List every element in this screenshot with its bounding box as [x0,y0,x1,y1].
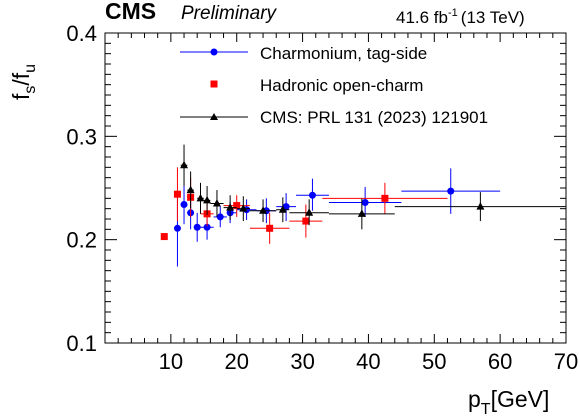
data-point [186,185,195,194]
legend-marker-hadronic [210,80,218,88]
legend-label-prl: CMS: PRL 131 (2023) 121901 [260,108,488,127]
luminosity-label: 41.6 fb-1 (13 TeV) [396,7,525,27]
y-tick-label: 0.3 [66,124,97,149]
data-point [361,198,369,206]
legend-label-charmonium: Charmonium, tag-side [260,44,427,63]
data-point [447,187,455,195]
data-point [266,224,274,232]
data-point [278,205,287,213]
series-2 [180,144,566,230]
data-point [180,160,189,169]
data-point [216,213,224,221]
x-tick-label: 40 [356,349,380,374]
data-point [239,204,248,212]
x-title-sub: T [481,401,491,418]
data-point [173,224,181,232]
data-point [302,217,310,225]
data-point [308,191,316,199]
data-point [173,190,181,198]
energy-value: (13 TeV) [461,8,525,27]
y-tick-label: 0.2 [66,228,97,253]
experiment-label: CMS [105,0,156,24]
data-point [305,208,314,216]
series-0 [173,168,501,267]
data-point [180,201,188,209]
data-point [203,223,211,231]
x-tick-label: 60 [488,349,512,374]
x-axis-title: pT[GeV] [468,386,549,418]
y-title-a: f [8,93,34,100]
y-title-b-sub: u [22,64,39,73]
legend-marker-charmonium [210,48,218,56]
x-title-main: p [468,386,481,412]
legend-marker-prl [210,113,218,120]
x-tick-label: 10 [159,349,183,374]
legend-label-hadronic: Hadronic open-charm [260,76,423,95]
x-tick-label: 20 [224,349,248,374]
plot-area [160,144,566,267]
y-axis-title: fs/fu [8,64,39,100]
data-point [357,209,366,217]
y-title-a-sub: s [22,86,39,94]
axes: 10 20 30 40 50 60 70 0.1 0.2 0.3 0.4 [66,21,578,374]
legend: Charmonium, tag-side Hadronic open-charm… [180,44,488,127]
x-tick-label: 30 [290,349,314,374]
data-point [381,194,389,202]
x-tick-label: 70 [554,349,578,374]
data-point [259,206,268,214]
y-tick-label: 0.1 [66,331,97,356]
y-title-slash: /f [8,72,34,85]
data-point [476,202,485,210]
data-point [233,202,241,210]
series-1 [160,167,448,244]
data-point [196,193,205,202]
data-point [160,233,168,241]
data-point [212,199,221,207]
data-point [226,203,235,211]
status-label: Preliminary [181,3,278,24]
x-title-unit: [GeV] [491,386,550,412]
y-tick-label: 0.4 [66,21,97,46]
data-point [203,195,212,204]
lumi-value: 41.6 fb [396,8,448,27]
lumi-exponent: -1 [448,7,458,19]
data-point [193,223,201,231]
x-tick-label: 50 [422,349,446,374]
